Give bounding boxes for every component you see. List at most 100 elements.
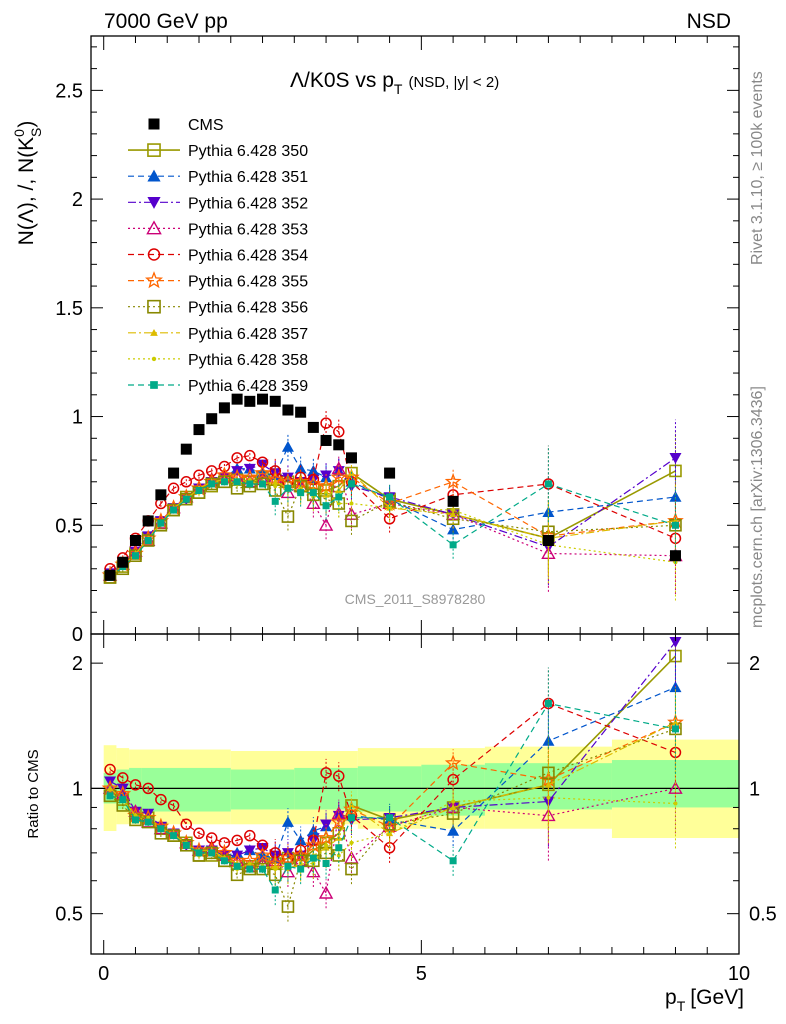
ratio-point: [447, 773, 459, 786]
ratio-point: [347, 814, 355, 822]
legend-entry: Pythia 6.428 352: [128, 195, 308, 212]
ratio-point: [544, 699, 552, 707]
ratio-point: [349, 840, 354, 845]
main-point: [231, 452, 243, 464]
ratio-point: [218, 837, 231, 849]
main-point: [294, 462, 307, 474]
main-data-point: [269, 395, 281, 407]
legend-entry: Pythia 6.428 355: [128, 271, 308, 291]
x-tick-label: 10: [728, 963, 750, 985]
main-point: [335, 493, 343, 501]
ratio-point: [386, 814, 394, 822]
ratio-point: [157, 825, 165, 833]
main-data-point: [129, 534, 141, 546]
main-panel: 0.5 1 1.5 2 2.5 0 CMS_2011_S8978280 Λ/K0S vs …: [11, 35, 740, 646]
legend-marker: [147, 197, 161, 209]
main-point: [246, 480, 254, 488]
main-point: [309, 489, 317, 497]
main-data-point: [282, 404, 294, 416]
ratio-point: [142, 808, 155, 820]
ratio-series-line: [109, 702, 676, 859]
main-point: [387, 505, 392, 510]
main-data-point: [104, 569, 116, 581]
x-axis-label: pT [GeV]: [665, 986, 744, 1014]
main-data-point: [117, 556, 129, 568]
main-point: [218, 460, 231, 473]
main-series-line: [109, 445, 676, 576]
main-data-point: [206, 413, 218, 425]
x-tick-label: 5: [416, 963, 427, 985]
legend-entry: CMS: [148, 117, 224, 134]
ratio-point: [273, 867, 278, 872]
legend: CMS Pythia 6.428 350 Pythia 6.428 351 Pythi…: [128, 117, 308, 395]
legend-marker: [147, 169, 161, 182]
ratio-y-tick-label-left: 2: [72, 653, 83, 675]
main-point: [444, 472, 462, 489]
main-y-tick-label: 0.5: [55, 515, 83, 537]
ratio-point: [336, 853, 341, 858]
ratio-point: [179, 838, 193, 852]
legend-label: Pythia 6.428 351: [188, 169, 308, 186]
ratio-point: [309, 854, 317, 862]
mcplots-label: mcplots.cern.ch [arXiv:1306.3436]: [749, 386, 766, 628]
main-point: [281, 440, 294, 452]
ratio-point: [673, 801, 678, 806]
ratio-point: [271, 862, 279, 870]
main-point: [333, 426, 345, 438]
ratio-point: [671, 719, 679, 726]
ratio-point: [129, 779, 142, 791]
main-point: [259, 480, 267, 488]
legend-label: CMS: [188, 117, 224, 134]
main-data-point: [345, 452, 357, 464]
main-point: [669, 491, 682, 502]
main-title: Λ/K0S vs pT (NSD, |y| < 2): [290, 69, 499, 97]
ratio-point: [333, 770, 345, 782]
ratio-point: [331, 806, 346, 820]
main-point: [273, 484, 278, 489]
ratio-point: [318, 885, 334, 899]
main-data-point: [193, 424, 205, 436]
ratio-point: [233, 862, 241, 870]
main-point: [195, 486, 203, 494]
main-point: [336, 501, 341, 506]
legend-entry: Pythia 6.428 358: [128, 352, 308, 369]
ratio-point: [320, 767, 332, 779]
main-point: [170, 506, 178, 514]
ratio-point: [347, 801, 355, 809]
main-data-point: [307, 421, 319, 433]
main-y-tick-label: 1.5: [55, 298, 83, 320]
ratio-point: [387, 831, 392, 836]
legend-label: Pythia 6.428 355: [188, 274, 308, 291]
ratio-point: [131, 816, 139, 824]
main-data-point: [384, 467, 396, 479]
main-series-line: [109, 481, 676, 578]
main-y-tick-label: 2: [72, 189, 83, 211]
ratio-point: [117, 772, 129, 784]
ratio-point: [195, 849, 203, 857]
legend-entry: Pythia 6.428 359: [128, 378, 308, 395]
main-point: [157, 519, 165, 527]
main-data-point: [155, 489, 167, 501]
ratio-point: [246, 865, 254, 873]
main-point: [669, 453, 682, 464]
main-data-point: [669, 550, 681, 562]
ratio-point: [330, 813, 348, 830]
legend-label: Pythia 6.428 358: [188, 352, 308, 369]
legend-label: Pythia 6.428 357: [188, 326, 308, 343]
main-series-9: [106, 445, 679, 581]
main-point: [141, 534, 155, 547]
ratio-point: [324, 843, 329, 848]
ratio-y-tick-label-right: 0.5: [749, 904, 777, 926]
legend-label: Pythia 6.428 353: [188, 221, 308, 238]
legend-entry: Pythia 6.428 357: [128, 326, 308, 343]
main-point: [671, 521, 679, 529]
legend-marker: [150, 381, 158, 389]
ratio-point: [231, 834, 243, 847]
main-point: [447, 523, 460, 535]
legend-label: Pythia 6.428 354: [188, 248, 308, 265]
ratio-point: [144, 818, 152, 826]
ratio-y-axis-label: Ratio to CMS: [25, 749, 42, 838]
ratio-point: [284, 862, 292, 870]
main-data-point: [542, 534, 554, 546]
ratio-point: [247, 861, 252, 866]
